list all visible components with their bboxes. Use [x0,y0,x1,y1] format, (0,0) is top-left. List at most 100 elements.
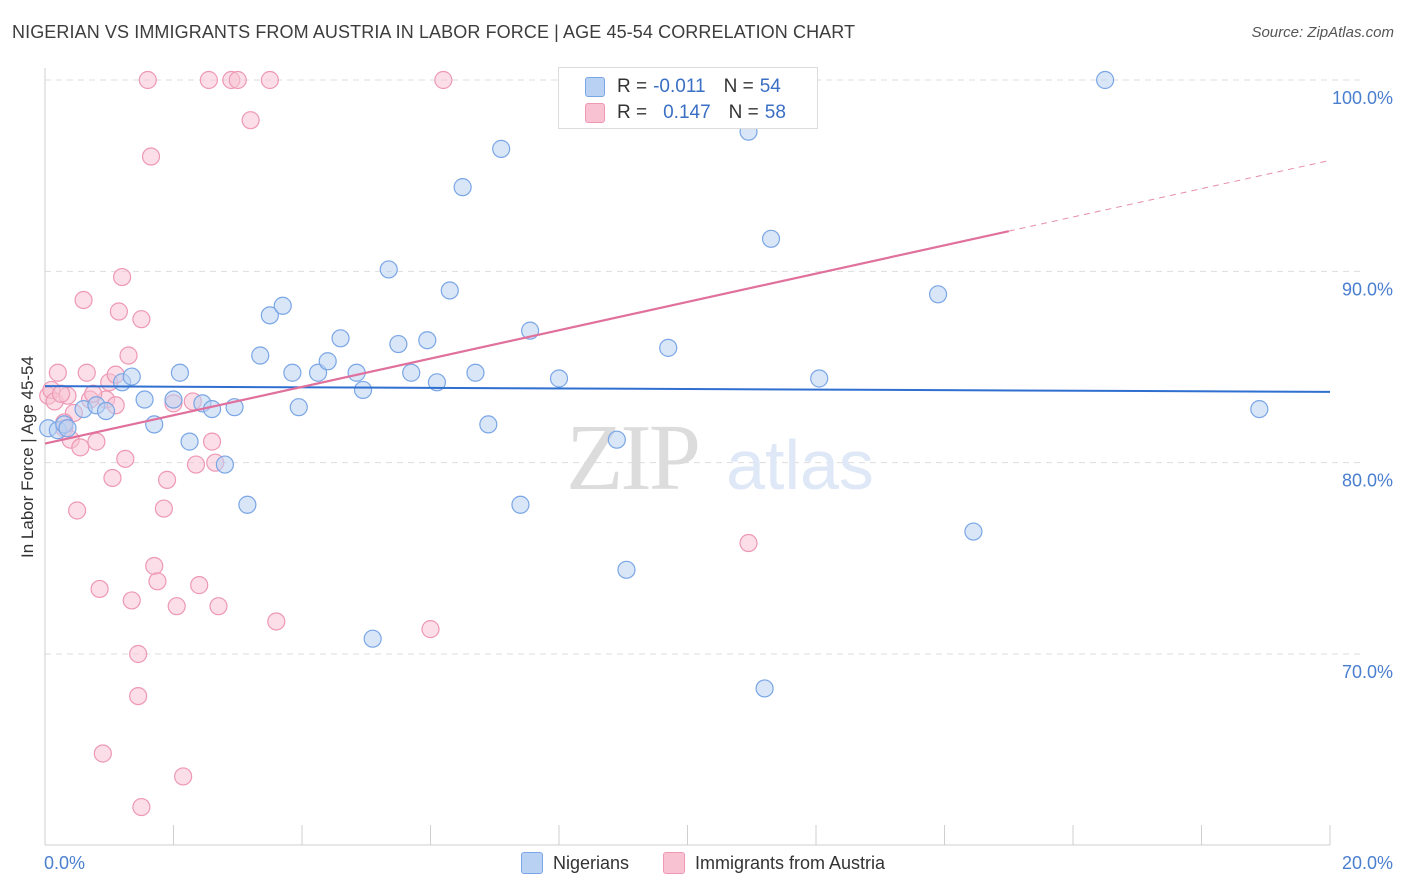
data-point-austria [122,591,141,610]
data-point-austria [228,70,247,90]
legend: Nigerians Immigrants from Austria [0,852,1406,874]
series-nigerians-points [39,70,1269,698]
data-point-austria [68,501,87,520]
legend-swatch-blue [520,852,543,874]
data-point-austria [202,432,222,451]
data-point-nigerians [427,373,447,392]
data-point-austria [199,70,218,90]
data-point-austria [74,290,93,310]
data-point-austria [51,384,71,403]
data-point-nigerians [251,346,270,365]
chart-title: NIGERIAN VS IMMIGRANTS FROM AUSTRIA IN L… [12,22,856,42]
data-point-nigerians [928,285,948,304]
data-point-austria [71,438,90,457]
stats-n-value: 58 [764,102,786,123]
stats-r-value: 0.147 [663,102,711,123]
data-point-austria [241,111,260,130]
data-point-nigerians [1096,70,1115,90]
data-point-nigerians [353,380,373,400]
data-point-austria [77,363,96,382]
legend-item-austria[interactable]: Immigrants from Austria [663,852,885,874]
y-tick-label: 80.0% [1342,471,1393,491]
trend-line-austria [44,230,1009,445]
stats-n-value: 54 [759,76,781,97]
data-point-nigerians [135,390,154,409]
stats-box: R = -0.011 N = 54 R = 0.147 N = 58 [558,67,818,129]
data-point-nigerians [549,369,569,388]
data-point-austria [190,576,209,595]
legend-label-austria: Immigrants from Austria [695,852,886,873]
data-point-austria [109,302,128,321]
data-point-austria [129,686,148,706]
data-point-nigerians [453,178,472,197]
data-point-austria [129,644,148,664]
data-point-nigerians [122,367,141,386]
data-point-nigerians [617,560,636,579]
data-point-nigerians [273,296,292,315]
data-point-austria [260,70,279,90]
stats-swatch-blue [585,77,605,97]
data-point-austria [167,597,186,616]
data-point-nigerians [479,415,498,434]
data-point-austria [141,147,161,166]
data-point-nigerians [389,334,408,354]
stats-r-label: R = [617,76,648,97]
grid-lines [45,79,1360,655]
data-point-austria [87,432,106,451]
data-point-austria [148,572,167,591]
data-point-austria [116,449,135,468]
stats-swatch-pink [585,103,605,123]
data-point-nigerians [170,363,190,382]
data-point-nigerians [289,398,308,417]
legend-label-nigerians: Nigerians [552,852,629,873]
stats-n-label: N = [728,102,759,123]
data-point-austria [93,744,112,763]
data-point-austria [132,797,151,817]
data-point-nigerians [810,369,829,388]
source-note: Source: ZipAtlas.com [1251,24,1394,41]
data-point-nigerians [761,229,781,248]
data-point-nigerians [492,139,511,158]
data-point-nigerians [418,331,437,350]
trend-lines [44,159,1331,445]
data-point-nigerians [164,390,183,409]
data-point-nigerians [964,522,983,541]
data-point-nigerians [283,363,302,382]
data-point-nigerians [466,363,485,382]
data-point-nigerians [402,363,421,382]
data-point-austria [186,455,206,474]
data-point-austria [267,612,286,631]
data-point-nigerians [215,455,234,474]
data-point-nigerians [318,352,337,371]
data-point-austria [739,533,758,553]
data-point-nigerians [96,401,116,421]
legend-item-nigerians[interactable]: Nigerians [520,852,629,874]
data-point-nigerians [363,629,382,648]
data-point-austria [138,70,157,90]
data-point-nigerians [331,329,350,348]
x-tick-label: 0.0% [44,853,85,873]
data-point-nigerians [238,495,257,514]
data-point-austria [48,363,67,382]
stats-row-nigerians: R = -0.011 N = 54 [585,72,781,102]
data-point-nigerians [180,432,199,451]
stats-n-label: N = [723,76,754,97]
data-point-austria [174,767,193,786]
legend-swatch-pink [663,852,685,874]
trend-line-nigerians [44,385,1331,393]
trend-line-austria-extension [1008,159,1331,232]
data-point-nigerians [58,419,77,438]
data-point-austria [112,267,132,287]
data-point-nigerians [659,338,678,357]
stats-r-value: -0.011 [653,76,706,97]
data-point-austria [209,597,228,616]
data-point-nigerians [755,679,774,698]
data-point-nigerians [1250,399,1269,419]
y-tick-label: 90.0% [1342,279,1393,299]
y-tick-label: 100.0% [1332,88,1393,108]
data-point-nigerians [607,430,626,449]
axes [44,68,1331,846]
data-point-austria [157,470,177,489]
x-tick-label: 20.0% [1342,853,1393,873]
